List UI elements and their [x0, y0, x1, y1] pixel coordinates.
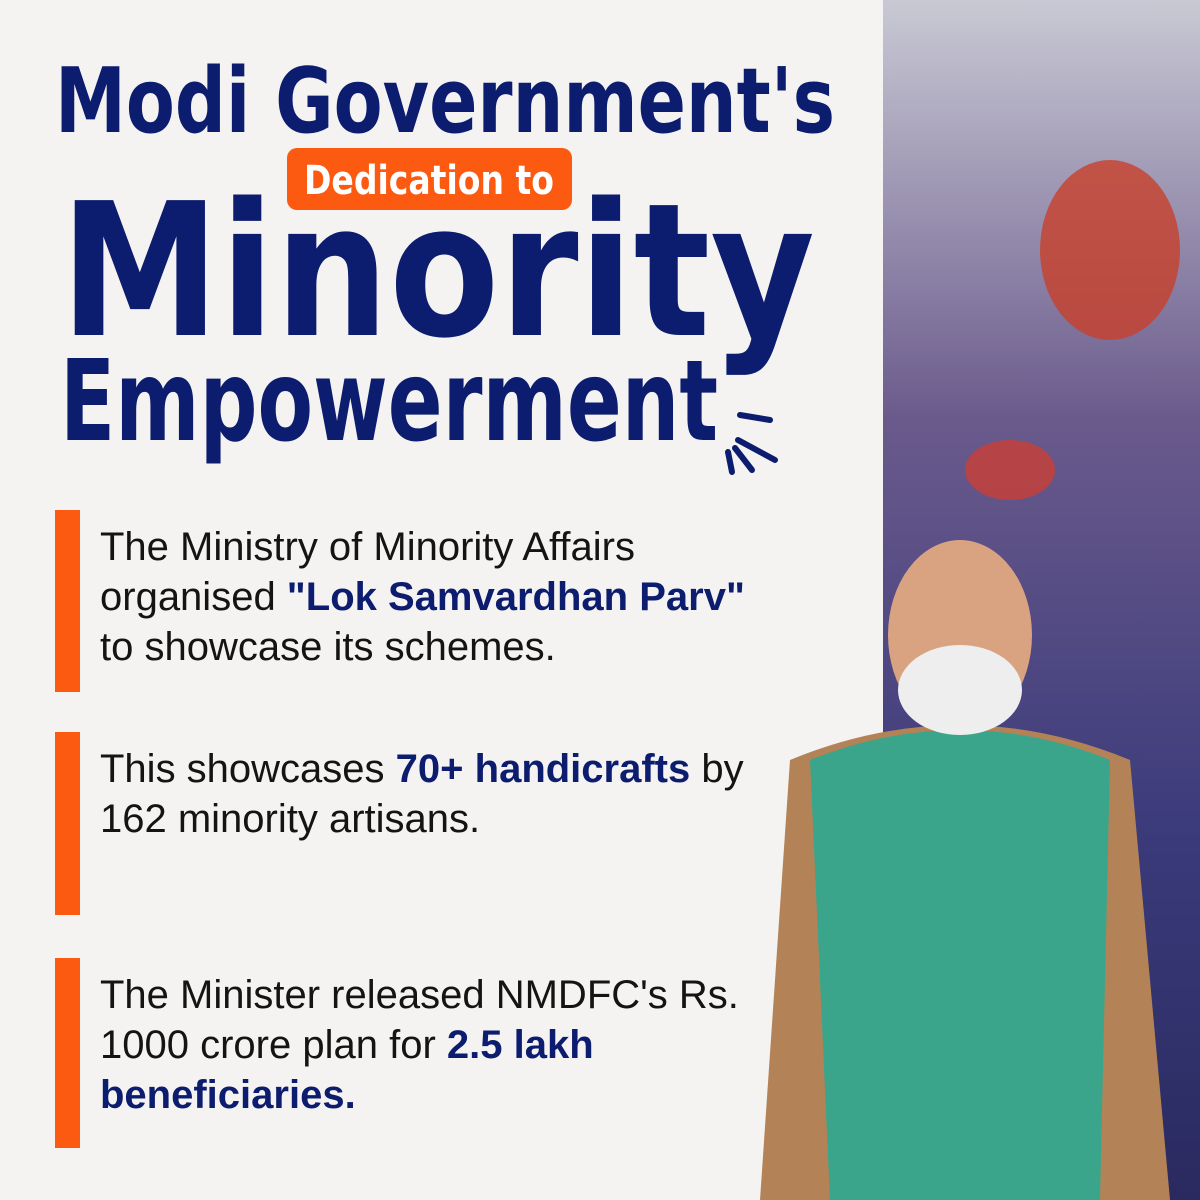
person-beard	[898, 645, 1022, 735]
title-line: Minority	[60, 163, 815, 379]
body-text: This showcases	[100, 747, 396, 791]
badge-text: Dedication to	[304, 158, 554, 204]
point-text: The Ministry of Minority Affairs organis…	[100, 522, 775, 672]
point-text: The Minister released NMDFC's Rs. 1000 c…	[100, 970, 775, 1120]
point: The Minister released NMDFC's Rs. 1000 c…	[55, 958, 775, 1148]
highlight-text: 2.5 lakh beneficiaries.	[100, 1023, 594, 1117]
photo-turban	[965, 440, 1055, 500]
point-bar	[55, 510, 80, 692]
body-text: The Minister released NMDFC's Rs. 1000 c…	[100, 973, 739, 1067]
body-text: The Ministry of Minority Affairs organis…	[100, 525, 635, 619]
burst-decoration	[725, 412, 778, 475]
body-text: to showcase its schemes.	[100, 625, 556, 669]
point: The Ministry of Minority Affairs organis…	[55, 510, 775, 692]
person-vest	[810, 730, 1110, 1200]
body-text: by 162 minority artisans.	[100, 747, 744, 841]
point-bar	[55, 732, 80, 915]
highlight-text: 70+ handicrafts	[395, 747, 691, 791]
title-line: Empowerment	[60, 337, 718, 467]
photo-artisan	[1040, 160, 1180, 340]
point-text: This showcases 70+ handicrafts by 162 mi…	[100, 744, 775, 844]
badge	[287, 148, 572, 210]
point: This showcases 70+ handicrafts by 162 mi…	[55, 732, 775, 915]
highlight-text: "Lok Samvardhan Parv"	[286, 575, 745, 619]
title-line: Modi Government's	[55, 49, 835, 154]
point-bar	[55, 958, 80, 1148]
